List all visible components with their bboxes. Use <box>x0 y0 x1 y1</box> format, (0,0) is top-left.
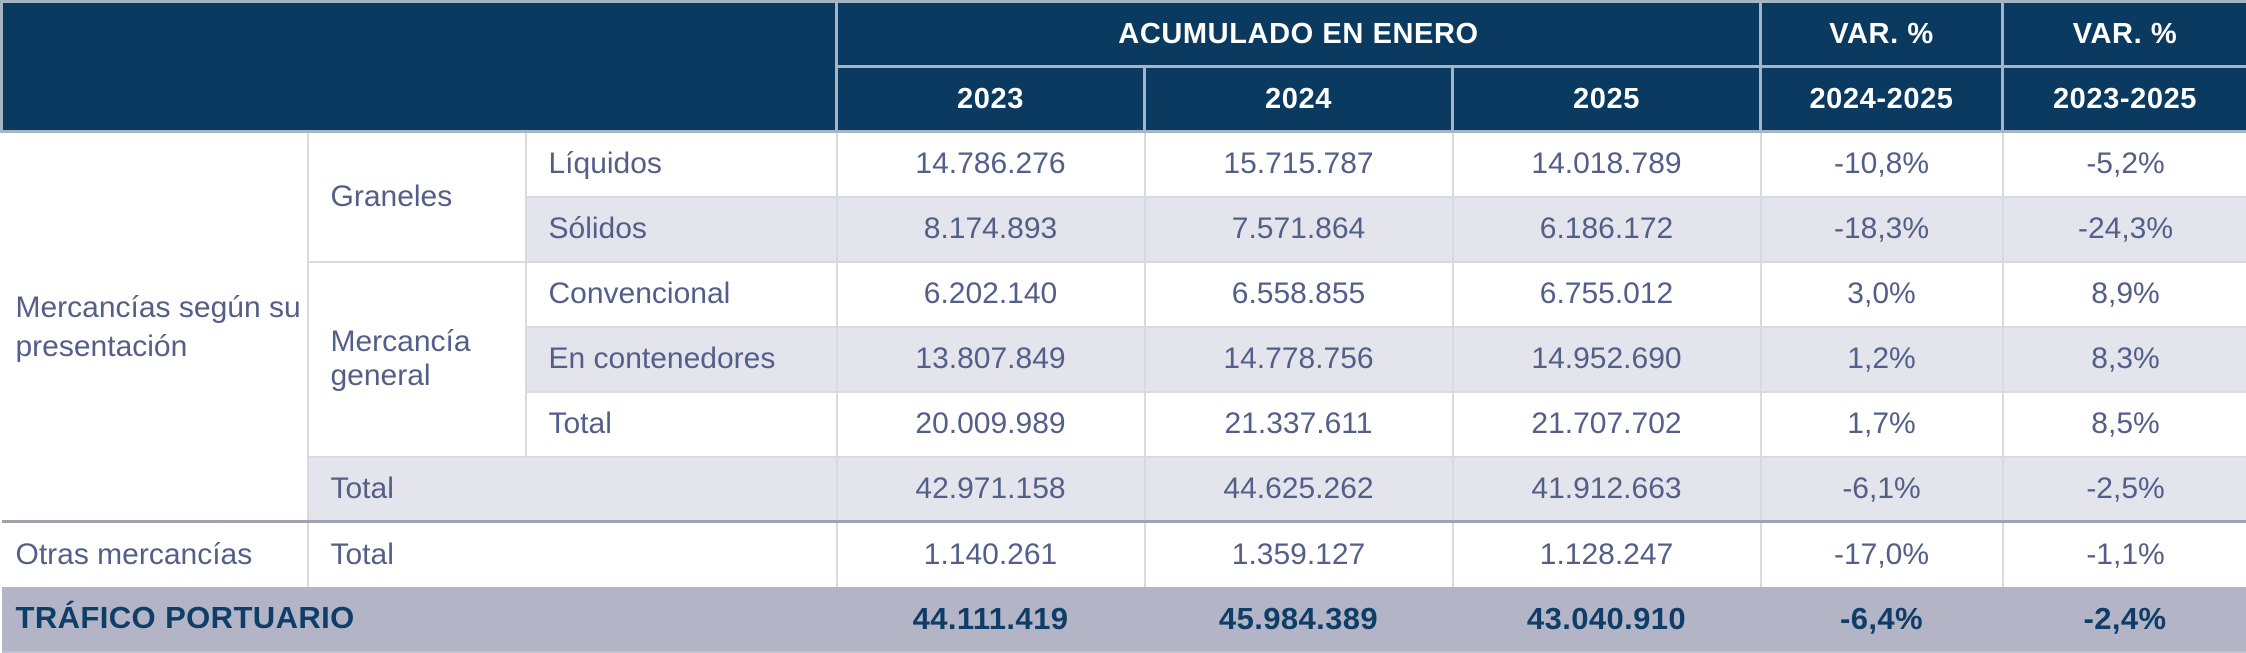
value-2025: 14.952.690 <box>1453 327 1761 392</box>
value-2023: 8.174.893 <box>837 197 1145 262</box>
group-cell-otras-mercancias: Otras mercancías <box>2 522 308 587</box>
header-year-2024: 2024 <box>1145 67 1453 132</box>
value-2023: 42.971.158 <box>837 457 1145 522</box>
item-cell: Convencional <box>526 262 837 327</box>
var-2024-2025: 1,7% <box>1761 392 2003 457</box>
var-2024-2025: -17,0% <box>1761 522 2003 587</box>
value-2024: 14.778.756 <box>1145 327 1453 392</box>
var-2023-2025: 8,5% <box>2003 392 2246 457</box>
value-2024: 6.558.855 <box>1145 262 1453 327</box>
value-2023: 14.786.276 <box>837 132 1145 197</box>
table-row: Mercancías según su presentación Granele… <box>2 132 2246 197</box>
value-2025: 1.128.247 <box>1453 522 1761 587</box>
var-2023-2025: -1,1% <box>2003 522 2246 587</box>
header-year-2025: 2025 <box>1453 67 1761 132</box>
var-2023-2025: 8,3% <box>2003 327 2246 392</box>
header-period-2023-2025: 2023-2025 <box>2003 67 2246 132</box>
category-cell-mercancia-general: Mercancía general <box>308 262 526 457</box>
var-2023-2025: -5,2% <box>2003 132 2246 197</box>
value-2023: 6.202.140 <box>837 262 1145 327</box>
table-row-otras-mercancias: Otras mercancías Total 1.140.261 1.359.1… <box>2 522 2246 587</box>
var-2023-2025: -2,5% <box>2003 457 2246 522</box>
item-cell: En contenedores <box>526 327 837 392</box>
category-cell-graneles: Graneles <box>308 132 526 262</box>
value-2024: 7.571.864 <box>1145 197 1453 262</box>
header-var-2024-2025: VAR. % <box>1761 2 2003 67</box>
var-2024-2025: 1,2% <box>1761 327 2003 392</box>
header-period-2024-2025: 2024-2025 <box>1761 67 2003 132</box>
group-cell-mercancias-presentacion: Mercancías según su presentación <box>2 132 308 522</box>
section-total-label: Total <box>308 457 837 522</box>
item-cell: Total <box>526 392 837 457</box>
value-2024: 21.337.611 <box>1145 392 1453 457</box>
table-row: Mercancía general Convencional 6.202.140… <box>2 262 2246 327</box>
value-2024: 44.625.262 <box>1145 457 1453 522</box>
value-2023: 44.111.419 <box>837 587 1145 652</box>
value-2025: 21.707.702 <box>1453 392 1761 457</box>
item-cell: Total <box>308 522 837 587</box>
value-2024: 45.984.389 <box>1145 587 1453 652</box>
var-2023-2025: -24,3% <box>2003 197 2246 262</box>
header-acumulado: ACUMULADO EN ENERO <box>837 2 1761 67</box>
item-cell: Sólidos <box>526 197 837 262</box>
value-2025: 41.912.663 <box>1453 457 1761 522</box>
table-row-trafico-portuario: TRÁFICO PORTUARIO 44.111.419 45.984.389 … <box>2 587 2246 652</box>
value-2023: 20.009.989 <box>837 392 1145 457</box>
var-2023-2025: -2,4% <box>2003 587 2246 652</box>
var-2023-2025: 8,9% <box>2003 262 2246 327</box>
var-2024-2025: -18,3% <box>1761 197 2003 262</box>
value-2024: 1.359.127 <box>1145 522 1453 587</box>
var-2024-2025: 3,0% <box>1761 262 2003 327</box>
var-2024-2025: -6,1% <box>1761 457 2003 522</box>
value-2023: 13.807.849 <box>837 327 1145 392</box>
value-2024: 15.715.787 <box>1145 132 1453 197</box>
table-header: ACUMULADO EN ENERO VAR. % VAR. % 2023 20… <box>2 2 2246 132</box>
var-2024-2025: -6,4% <box>1761 587 2003 652</box>
value-2025: 6.755.012 <box>1453 262 1761 327</box>
value-2025: 14.018.789 <box>1453 132 1761 197</box>
header-var-2023-2025: VAR. % <box>2003 2 2246 67</box>
item-cell: Líquidos <box>526 132 837 197</box>
value-2025: 6.186.172 <box>1453 197 1761 262</box>
table-row-section-total: Total 42.971.158 44.625.262 41.912.663 -… <box>2 457 2246 522</box>
value-2023: 1.140.261 <box>837 522 1145 587</box>
value-2025: 43.040.910 <box>1453 587 1761 652</box>
corner-cell <box>2 2 837 132</box>
grand-total-label: TRÁFICO PORTUARIO <box>2 587 837 652</box>
header-year-2023: 2023 <box>837 67 1145 132</box>
var-2024-2025: -10,8% <box>1761 132 2003 197</box>
